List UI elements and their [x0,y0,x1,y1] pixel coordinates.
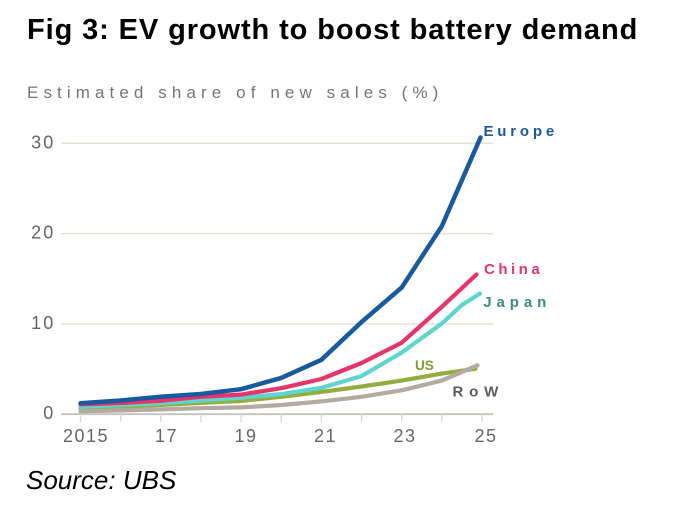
svg-text:China: China [484,261,543,278]
svg-text:0: 0 [43,403,55,423]
svg-text:25: 25 [474,426,497,446]
svg-text:RoW: RoW [453,384,505,401]
svg-text:US: US [415,358,434,373]
svg-text:20: 20 [31,223,55,243]
svg-text:19: 19 [234,426,257,446]
svg-text:Japan: Japan [483,294,551,311]
svg-text:21: 21 [314,426,337,446]
svg-text:2015: 2015 [63,426,109,446]
svg-text:Europe: Europe [484,123,558,140]
svg-text:30: 30 [31,132,55,152]
svg-text:17: 17 [155,426,178,446]
svg-text:10: 10 [31,313,55,333]
svg-text:23: 23 [393,426,416,446]
